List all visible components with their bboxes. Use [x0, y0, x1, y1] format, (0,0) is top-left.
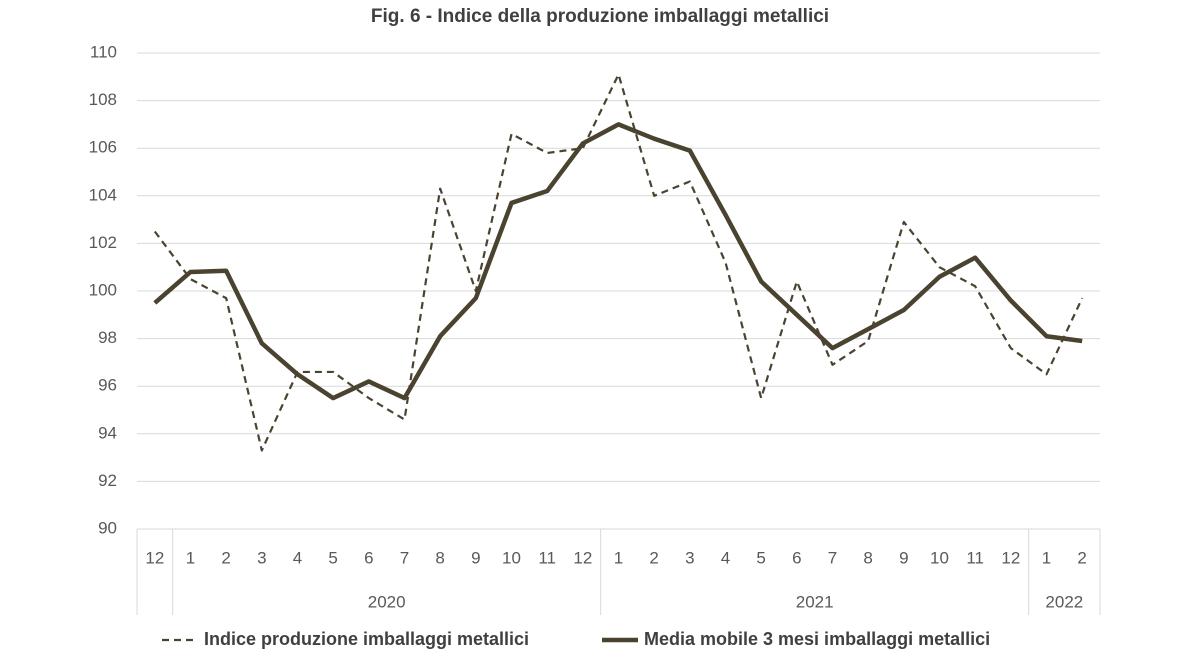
y-tick-label: 110 [90, 42, 117, 61]
y-tick-label: 94 [98, 423, 117, 442]
y-tick-label: 102 [89, 233, 117, 252]
y-tick-label: 108 [89, 90, 117, 109]
x-tick-label: 6 [792, 548, 801, 567]
x-tick-label: 2 [1077, 548, 1086, 567]
x-tick-label: 10 [502, 548, 521, 567]
x-tick-label: 11 [538, 548, 556, 567]
x-tick-label: 4 [293, 548, 302, 567]
x-tick-label: 3 [257, 548, 266, 567]
x-tick-label: 8 [435, 548, 444, 567]
x-group-label: 2021 [796, 592, 834, 611]
x-tick-label: 3 [685, 548, 694, 567]
y-tick-label: 106 [89, 138, 117, 157]
legend-label: Indice produzione imballaggi metallici [204, 629, 529, 649]
x-tick-label: 5 [756, 548, 765, 567]
y-tick-label: 100 [89, 280, 117, 299]
x-tick-label: 6 [364, 548, 373, 567]
x-group-label: 2022 [1045, 592, 1083, 611]
x-tick-label: 11 [966, 548, 984, 567]
y-tick-label: 104 [89, 185, 117, 204]
x-tick-label: 7 [828, 548, 837, 567]
x-tick-label: 9 [471, 548, 480, 567]
x-tick-label: 12 [1001, 548, 1020, 567]
x-tick-label: 12 [145, 548, 164, 567]
chart-title: Fig. 6 - Indice della produzione imballa… [371, 6, 829, 27]
y-tick-label: 90 [98, 518, 117, 537]
x-tick-label: 8 [863, 548, 872, 567]
x-tick-label: 1 [614, 548, 623, 567]
x-tick-label: 12 [573, 548, 592, 567]
x-tick-label: 4 [721, 548, 730, 567]
y-tick-label: 96 [98, 376, 117, 395]
x-tick-label: 1 [186, 548, 195, 567]
x-tick-label: 1 [1042, 548, 1051, 567]
series-line [153, 122, 1083, 401]
x-tick-label: 9 [899, 548, 908, 567]
x-tick-label: 5 [328, 548, 337, 567]
x-tick-label: 10 [930, 548, 949, 567]
series-line [153, 73, 1084, 452]
y-tick-label: 98 [98, 328, 117, 347]
y-tick-label: 92 [98, 471, 117, 490]
x-tick-label: 2 [649, 548, 658, 567]
legend-label: Media mobile 3 mesi imballaggi metallici [644, 629, 990, 649]
x-tick-label: 2 [221, 548, 230, 567]
x-tick-label: 7 [400, 548, 409, 567]
x-group-label: 2020 [368, 592, 406, 611]
